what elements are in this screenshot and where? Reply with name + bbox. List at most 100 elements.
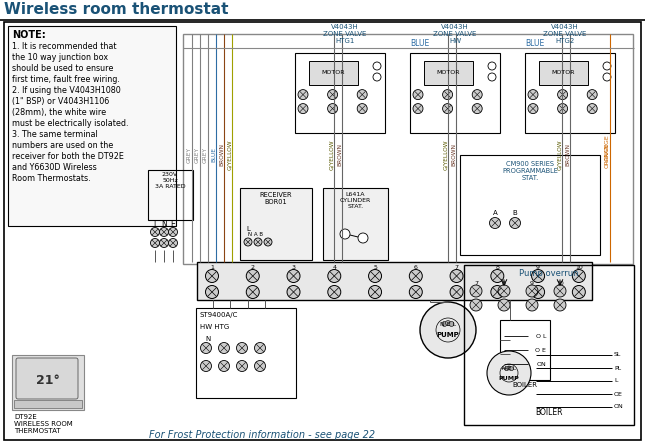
Text: the 10 way junction box: the 10 way junction box <box>12 53 108 62</box>
Text: L641A
CYLINDER
STAT.: L641A CYLINDER STAT. <box>340 192 371 209</box>
Circle shape <box>531 286 544 299</box>
Text: 21°: 21° <box>36 374 60 387</box>
Text: PL: PL <box>614 366 621 371</box>
Circle shape <box>450 270 463 283</box>
Circle shape <box>488 73 496 81</box>
Circle shape <box>206 270 219 283</box>
Text: L: L <box>153 220 157 229</box>
Text: SL: SL <box>614 353 621 358</box>
Text: Pump overrun: Pump overrun <box>519 269 579 278</box>
Text: and Y6630D Wireless: and Y6630D Wireless <box>12 163 97 172</box>
Circle shape <box>572 270 586 283</box>
Circle shape <box>442 321 447 326</box>
Text: G/YELLOW: G/YELLOW <box>443 140 448 170</box>
Circle shape <box>410 286 422 299</box>
Text: G/YELLOW: G/YELLOW <box>329 140 334 170</box>
Circle shape <box>420 302 476 358</box>
Circle shape <box>472 104 482 114</box>
Bar <box>8 26 176 226</box>
Bar <box>148 170 193 220</box>
Text: 3: 3 <box>292 265 295 270</box>
Text: 8: 8 <box>502 281 506 286</box>
Text: CM900 SERIES
PROGRAMMABLE
STAT.: CM900 SERIES PROGRAMMABLE STAT. <box>502 161 558 181</box>
Text: ON: ON <box>614 405 624 409</box>
Circle shape <box>498 285 510 297</box>
Circle shape <box>357 104 367 114</box>
Circle shape <box>526 285 538 297</box>
Bar <box>197 262 592 300</box>
FancyBboxPatch shape <box>16 358 78 399</box>
Bar <box>464 265 634 425</box>
Circle shape <box>368 270 382 283</box>
Text: 9: 9 <box>536 265 540 270</box>
Text: 10: 10 <box>556 281 564 286</box>
Circle shape <box>504 367 508 371</box>
Text: 1: 1 <box>210 265 214 270</box>
Circle shape <box>498 299 510 311</box>
Circle shape <box>603 62 611 70</box>
Circle shape <box>491 286 504 299</box>
Bar <box>308 61 358 85</box>
Bar <box>410 53 500 133</box>
Circle shape <box>554 299 566 311</box>
Circle shape <box>255 360 266 371</box>
Text: N E L: N E L <box>440 321 456 326</box>
Text: receiver for both the DT92E: receiver for both the DT92E <box>12 152 124 161</box>
Text: 4: 4 <box>332 265 336 270</box>
Text: BLUE: BLUE <box>410 39 430 48</box>
Circle shape <box>168 239 177 248</box>
Text: V4043H
ZONE VALVE
HTG2: V4043H ZONE VALVE HTG2 <box>543 24 587 44</box>
Text: numbers are used on the: numbers are used on the <box>12 141 114 150</box>
Text: V4043H
ZONE VALVE
HTG1: V4043H ZONE VALVE HTG1 <box>323 24 367 44</box>
Text: 8: 8 <box>495 265 499 270</box>
Text: L: L <box>614 379 617 384</box>
Text: A: A <box>493 210 497 216</box>
Circle shape <box>201 360 212 371</box>
Circle shape <box>410 270 422 283</box>
Text: 7: 7 <box>455 265 459 270</box>
Bar <box>539 61 588 85</box>
Text: Wireless room thermostat: Wireless room thermostat <box>4 2 228 17</box>
Text: BROWN: BROWN <box>451 143 456 166</box>
Circle shape <box>237 360 248 371</box>
Text: N: N <box>161 220 167 229</box>
Circle shape <box>557 104 568 114</box>
Bar <box>12 355 84 410</box>
Bar <box>424 61 473 85</box>
Circle shape <box>491 270 504 283</box>
Circle shape <box>472 89 482 100</box>
Circle shape <box>587 89 597 100</box>
Text: ST9400A/C: ST9400A/C <box>200 312 239 318</box>
Text: 3. The same terminal: 3. The same terminal <box>12 130 98 139</box>
Text: must be electrically isolated.: must be electrically isolated. <box>12 119 128 128</box>
Text: 2: 2 <box>251 265 255 270</box>
Text: NOTE:: NOTE: <box>12 30 46 40</box>
Circle shape <box>150 228 159 236</box>
Text: HW HTG: HW HTG <box>200 324 229 330</box>
Text: 7: 7 <box>474 281 478 286</box>
Circle shape <box>244 238 252 246</box>
Circle shape <box>373 62 381 70</box>
Text: ORANGE: ORANGE <box>605 142 610 168</box>
Text: ORANGE: ORANGE <box>605 135 610 161</box>
Circle shape <box>219 342 230 354</box>
Circle shape <box>526 299 538 311</box>
Bar <box>196 308 296 398</box>
Text: O L: O L <box>535 333 546 338</box>
Circle shape <box>442 89 453 100</box>
Circle shape <box>470 299 482 311</box>
Circle shape <box>219 360 230 371</box>
Circle shape <box>246 286 259 299</box>
Circle shape <box>528 89 538 100</box>
Text: (1" BSP) or V4043H1106: (1" BSP) or V4043H1106 <box>12 97 109 106</box>
Text: PUMP: PUMP <box>437 332 459 338</box>
Text: L: L <box>246 226 250 232</box>
Circle shape <box>470 285 482 297</box>
Circle shape <box>287 270 300 283</box>
Circle shape <box>358 233 368 243</box>
Circle shape <box>340 229 350 239</box>
Circle shape <box>587 104 597 114</box>
Text: O E: O E <box>535 347 546 353</box>
Text: BROWN: BROWN <box>337 143 342 166</box>
Text: BOILER: BOILER <box>535 408 562 417</box>
